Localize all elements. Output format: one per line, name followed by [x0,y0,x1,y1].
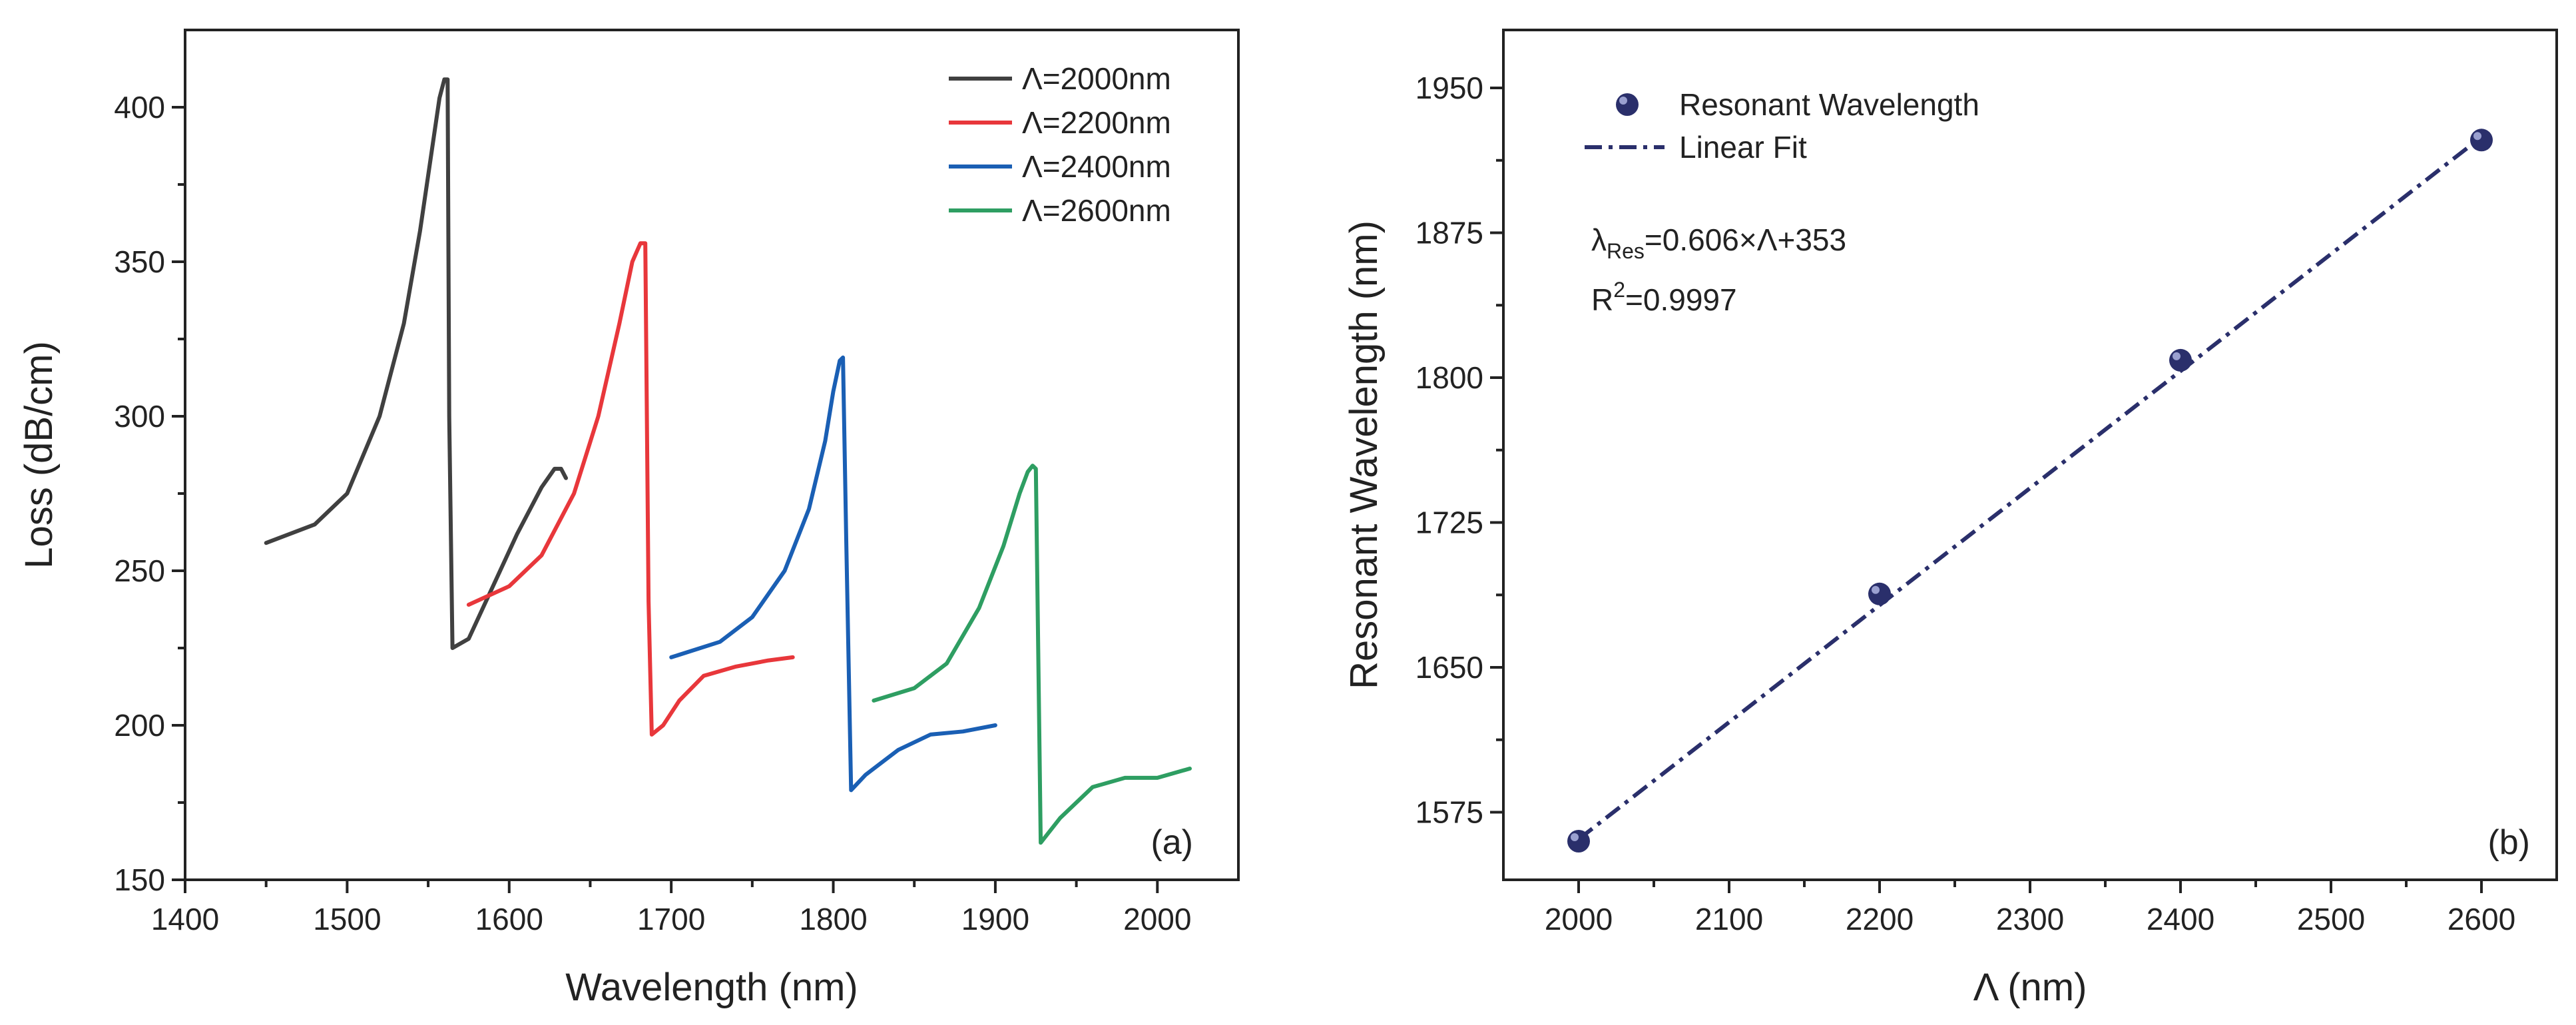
x-tick-label: 2000 [1545,902,1613,936]
x-tick-label: 1400 [151,902,219,936]
resonant-point [1868,582,1891,605]
resonant-point [2169,348,2192,372]
legend-marker-resonant [1616,93,1639,116]
panel-a-frame [184,29,1240,881]
y-tick-label: 150 [114,862,165,897]
panel-a-series [264,77,1192,845]
x-tick-label: 1500 [313,902,381,936]
series-line-3 [872,464,1192,845]
resonant-point-highlight [2173,352,2181,360]
resonant-point [2470,129,2493,152]
y-tick-label: 350 [114,244,165,279]
panel-b-label: (b) [2487,823,2530,862]
panel-b-y-axis-title: Resonant Wavelength (nm) [1342,220,1386,689]
panel-b-y-ticks: 1575 1650 1725 1800 1875 1950 [1416,71,1503,830]
y-tick-label: 400 [114,90,165,125]
panel-a-legend: Λ=2000nm Λ=2200nm Λ=2400nm Λ=2600nm [949,61,1171,228]
panel-a-y-axis-title: Loss (dB/cm) [17,341,61,569]
panel-b-series [1567,129,2493,853]
series-line-2 [669,355,997,793]
x-tick-label: 2400 [2147,902,2214,936]
fit-r-squared: R2=0.9997 [1591,278,1737,317]
x-tick-label: 2000 [1123,902,1191,936]
y-tick-label: 250 [114,553,165,588]
y-tick-label: 1875 [1416,216,1483,250]
panel-b-equation: λRes=0.606×Λ+353 R2=0.9997 [1591,222,1846,317]
x-tick-label: 2200 [1846,902,1914,936]
y-tick-label: 1725 [1416,506,1483,540]
x-tick-label: 1700 [637,902,705,936]
y-tick-label: 1800 [1416,360,1483,395]
legend-label-2600: Λ=2600nm [1022,193,1171,228]
legend-label-resonant: Resonant Wavelength [1679,87,1979,122]
resonant-point-highlight [1571,833,1579,841]
legend-label-2000: Λ=2000nm [1022,61,1171,96]
x-tick-label: 1800 [799,902,867,936]
panel-b-legend: Resonant Wavelength Linear Fit [1585,87,1979,165]
x-tick-label: 2600 [2447,902,2515,936]
panel-b: 2000 2100 2200 2300 2400 2500 2600 1575 1650 172… [1342,29,2558,1009]
legend-label-fit: Linear Fit [1679,130,1807,165]
legend-marker-resonant-highlight [1619,97,1627,105]
y-tick-label: 200 [114,708,165,743]
y-tick-label: 300 [114,399,165,434]
panel-a: 1400 1500 1600 1700 1800 1900 2000 150 200 250 30… [17,29,1240,1009]
y-tick-label: 1650 [1416,650,1483,685]
series-line-1 [466,241,795,737]
legend-label-2400: Λ=2400nm [1022,149,1171,184]
panel-a-label: (a) [1151,823,1193,862]
x-tick-label: 2300 [1996,902,2064,936]
panel-a-x-ticks: 1400 1500 1600 1700 1800 1900 2000 [151,880,1191,936]
x-tick-label: 2500 [2297,902,2365,936]
series-line-0 [264,77,568,650]
resonant-point-highlight [2473,132,2481,141]
y-tick-label: 1950 [1416,71,1483,105]
fit-equation: λRes=0.606×Λ+353 [1591,222,1846,263]
x-tick-label: 1600 [475,902,543,936]
panel-b-frame [1502,29,2558,881]
resonant-point-highlight [1872,585,1880,594]
panel-b-x-ticks: 2000 2100 2200 2300 2400 2500 2600 [1545,880,2515,936]
x-tick-label: 2100 [1695,902,1763,936]
legend-label-2200: Λ=2200nm [1022,105,1171,140]
panel-b-x-axis-title: Λ (nm) [1973,966,2087,1009]
resonant-point [1567,830,1590,853]
panel-a-x-axis-title: Wavelength (nm) [565,966,858,1009]
y-tick-label: 1575 [1416,795,1483,830]
x-tick-label: 1900 [961,902,1029,936]
panel-a-y-ticks: 150 200 250 300 350 400 [114,90,185,897]
